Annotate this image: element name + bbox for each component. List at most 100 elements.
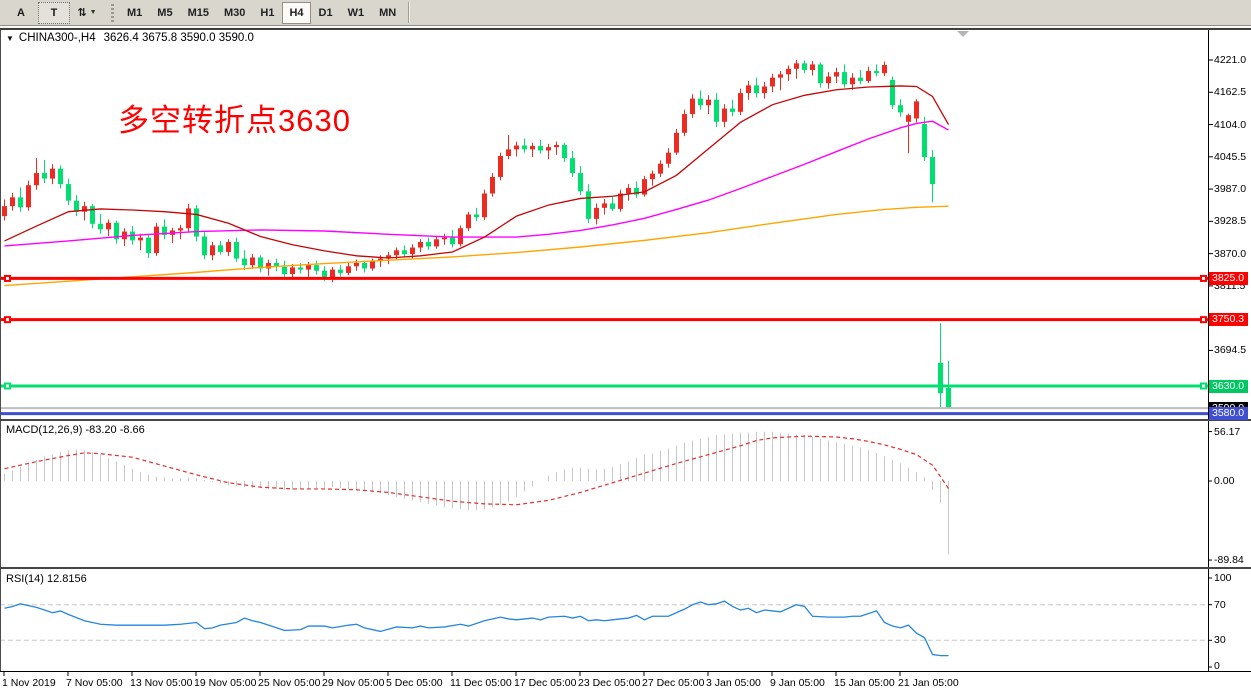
candle-body	[394, 250, 399, 256]
chevron-down-icon: ▼	[89, 9, 97, 16]
macd-axis-label: 0.00	[1214, 475, 1235, 487]
chart-shift-marker-icon[interactable]	[957, 31, 969, 37]
line-anchor-marker[interactable]	[4, 274, 11, 282]
price-axis-label: 4045.5	[1214, 150, 1247, 163]
time-axis-label: 13 Nov 05:00	[130, 677, 193, 689]
candle-body	[722, 108, 727, 122]
candle-body	[290, 267, 295, 275]
line-anchor-marker[interactable]	[4, 316, 11, 324]
time-axis-label: 7 Nov 05:00	[66, 677, 123, 689]
candle-body	[834, 72, 839, 77]
timeframe-button-m15[interactable]: M15	[187, 6, 209, 19]
text-tool-button[interactable]: T	[38, 1, 70, 24]
candle-body	[234, 242, 239, 259]
candle-body	[810, 64, 815, 70]
timeframe-button-d1[interactable]: D1	[318, 6, 333, 19]
chart-symbol-label: CHINA300-,H4	[18, 32, 96, 44]
timeframe-button-h1[interactable]: H1	[260, 6, 275, 19]
text-tool-label: T	[50, 6, 58, 19]
collapse-icon[interactable]: ▼	[6, 33, 14, 43]
arrows-tool-button[interactable]: ⇅ ▼	[71, 2, 103, 24]
candle-body	[922, 123, 927, 158]
toolbar-separator	[408, 2, 411, 23]
line-anchor-marker-center	[1202, 318, 1205, 322]
chart-left-border	[0, 30, 1, 672]
candle-body	[842, 72, 847, 85]
time-axis-label: 15 Jan 05:00	[834, 677, 895, 689]
timeframe-button-m5[interactable]: M5	[157, 6, 173, 19]
price-badge-3825.0: 3825.0	[1209, 271, 1248, 285]
rsi-axis-label: 30	[1214, 634, 1226, 647]
time-axis-label: 17 Dec 05:00	[514, 677, 577, 689]
candle-body	[586, 191, 591, 219]
candle-body	[90, 206, 95, 224]
candle-body	[194, 208, 199, 237]
chart-ohlc-values: 3626.4 3675.8 3590.0 3590.0	[103, 32, 254, 44]
line-anchor-marker[interactable]	[1200, 382, 1207, 390]
cursor-tool-button[interactable]: A	[5, 2, 37, 24]
candle-body	[674, 132, 679, 153]
main-macd-divider[interactable]	[0, 419, 1251, 421]
candle-body	[746, 85, 751, 94]
candle-body	[770, 77, 775, 87]
time-axis-label: 1 Nov 2019	[2, 677, 56, 689]
candle-body	[866, 71, 871, 81]
candle-body	[42, 173, 47, 179]
candle-body	[514, 145, 519, 150]
candle-body	[402, 250, 407, 255]
candle-body	[826, 76, 831, 84]
candle-body	[698, 98, 703, 106]
candle-body	[98, 223, 103, 230]
line-anchor-marker-center	[6, 276, 9, 280]
annotation-text: 多空转折点3630	[118, 103, 351, 138]
candle-body	[874, 71, 879, 74]
candle-body	[202, 236, 207, 256]
candle-body	[946, 387, 951, 409]
timeframe-button-h4[interactable]: H4	[282, 1, 311, 24]
candle-body	[186, 208, 191, 229]
candle-body	[298, 267, 303, 270]
candle-body	[178, 228, 183, 231]
candle-body	[498, 155, 503, 177]
price-axis-label: 3928.5	[1214, 215, 1247, 228]
candle-body	[242, 258, 247, 266]
candle-body	[642, 179, 647, 195]
candle-body	[474, 214, 479, 218]
candle-body	[466, 214, 471, 229]
candle-body	[154, 226, 159, 254]
price-axis-label: 4162.5	[1214, 86, 1247, 99]
candle-body	[330, 269, 335, 278]
timeframe-button-mn[interactable]: MN	[379, 6, 397, 19]
time-axis-label: 27 Dec 05:00	[642, 677, 705, 689]
candle-body	[258, 257, 263, 269]
candle-body	[274, 262, 279, 267]
timeframe-button-w1[interactable]: W1	[347, 6, 365, 19]
candle-body	[730, 108, 735, 112]
timeframe-button-m30[interactable]: M30	[223, 6, 246, 19]
line-anchor-marker[interactable]	[1200, 274, 1207, 282]
candle-body	[818, 64, 823, 84]
candle-body	[66, 184, 71, 201]
macd-rsi-divider[interactable]	[0, 567, 1251, 569]
timeframe-button-m1[interactable]: M1	[127, 6, 143, 19]
candle-body	[850, 77, 855, 85]
candle-body	[802, 63, 807, 70]
macd-signal-line	[4, 435, 949, 506]
macd-panel-label: MACD(12,26,9) -83.20 -8.66	[6, 424, 145, 436]
candle-body	[658, 163, 663, 174]
time-axis-label: 29 Nov 05:00	[322, 677, 385, 689]
candle-body	[130, 231, 135, 241]
candle-body	[226, 242, 231, 252]
candle-body	[546, 147, 551, 151]
candle-body	[26, 185, 31, 208]
toolbar-drag-handle[interactable]	[111, 3, 114, 22]
candle-body	[2, 206, 7, 217]
line-anchor-marker[interactable]	[4, 382, 11, 390]
candle-body	[570, 158, 575, 174]
rsi-axis-label: 100	[1214, 572, 1232, 584]
line-anchor-marker[interactable]	[1200, 316, 1207, 324]
candle-body	[170, 230, 175, 235]
candle-body	[362, 262, 367, 269]
candle-body	[562, 144, 567, 159]
candle-body	[370, 261, 375, 269]
